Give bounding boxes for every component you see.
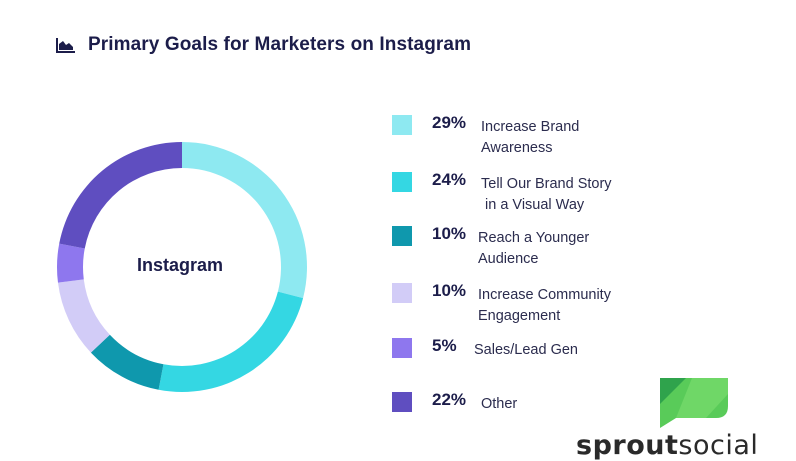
legend-percent: 24% (432, 170, 467, 189)
legend-swatch (392, 392, 412, 412)
donut-slice-4 (57, 279, 110, 353)
legend-percent: 10% (432, 281, 467, 300)
legend-label: Increase Brand Awareness (481, 119, 580, 156)
sprout-social-logo-icon (660, 378, 728, 428)
legend-percent: 5% (432, 336, 457, 355)
legend-label: Reach a Younger Audience (478, 230, 590, 267)
legend-swatch (392, 338, 412, 358)
legend-swatch (392, 283, 412, 303)
donut-slice-3 (90, 334, 164, 390)
sprout-social-logo: sproutsocial (576, 374, 796, 461)
legend-swatch (392, 115, 412, 135)
legend-swatch (392, 226, 412, 246)
chart-header: Primary Goals for Marketers on Instagram (56, 34, 471, 56)
legend-swatch (392, 172, 412, 192)
donut-slice-5 (57, 243, 85, 283)
legend-label: Tell Our Brand Story in a Visual Way (481, 176, 612, 213)
legend-percent: 29% (432, 113, 467, 132)
donut-chart (57, 142, 307, 392)
donut-slice-1 (182, 142, 307, 299)
legend-label: Increase Community Engagement (478, 287, 611, 324)
area-chart-icon (56, 38, 75, 53)
donut-slice-6 (59, 142, 182, 249)
legend-percent: 10% (432, 224, 467, 243)
legend-label: Sales/Lead Gen (474, 342, 578, 358)
donut-slice-2 (158, 291, 304, 392)
legend-label: Other (481, 396, 518, 412)
legend-percent: 22% (432, 390, 467, 409)
sprout-social-wordmark: sproutsocial (576, 430, 759, 461)
donut-center-label: Instagram (136, 255, 224, 275)
chart-title: Primary Goals for Marketers on Instagram (88, 34, 472, 55)
